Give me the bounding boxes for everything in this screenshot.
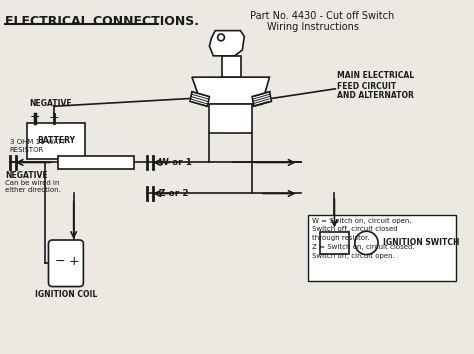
Polygon shape xyxy=(210,30,244,56)
Text: MAIN ELECTRICAL
FEED CIRCUIT: MAIN ELECTRICAL FEED CIRCUIT xyxy=(337,71,414,91)
Text: −: − xyxy=(30,112,40,124)
Text: BATTERY: BATTERY xyxy=(37,136,75,145)
Bar xyxy=(58,156,134,169)
Polygon shape xyxy=(192,77,270,104)
Bar xyxy=(308,215,456,281)
Text: IGNITION COIL: IGNITION COIL xyxy=(35,290,97,299)
Polygon shape xyxy=(252,92,272,106)
Text: +: + xyxy=(49,112,60,124)
Text: 3 OHM 11 WATT
RESISTOR: 3 OHM 11 WATT RESISTOR xyxy=(9,139,66,153)
Text: W or 1: W or 1 xyxy=(159,158,192,167)
Text: NEGATIVE: NEGATIVE xyxy=(29,99,72,108)
Circle shape xyxy=(218,34,224,41)
Bar xyxy=(320,232,349,253)
Text: NEGATIVE: NEGATIVE xyxy=(5,171,47,180)
Text: ELECTRICAL CONNECTIONS.: ELECTRICAL CONNECTIONS. xyxy=(5,15,199,28)
Text: W = Switch on, circuit open.
Switch off, circuit closed
through resistor.
Z = Sw: W = Switch on, circuit open. Switch off,… xyxy=(312,218,415,259)
FancyBboxPatch shape xyxy=(48,240,83,286)
Text: Z or 2: Z or 2 xyxy=(159,189,189,198)
Polygon shape xyxy=(190,92,210,106)
Text: Part No. 4430 - Cut off Switch: Part No. 4430 - Cut off Switch xyxy=(250,11,394,21)
Text: IGNITION SWITCH: IGNITION SWITCH xyxy=(383,239,459,247)
Text: +: + xyxy=(68,255,79,268)
Text: AND ALTERNATOR: AND ALTERNATOR xyxy=(337,91,414,100)
Bar xyxy=(27,123,85,159)
Text: −: − xyxy=(55,255,65,268)
Bar xyxy=(222,56,241,77)
Text: Can be wired in
either direction.: Can be wired in either direction. xyxy=(5,180,61,193)
Text: Wiring Instructions: Wiring Instructions xyxy=(266,22,359,32)
Bar xyxy=(210,104,252,133)
Circle shape xyxy=(355,231,378,255)
